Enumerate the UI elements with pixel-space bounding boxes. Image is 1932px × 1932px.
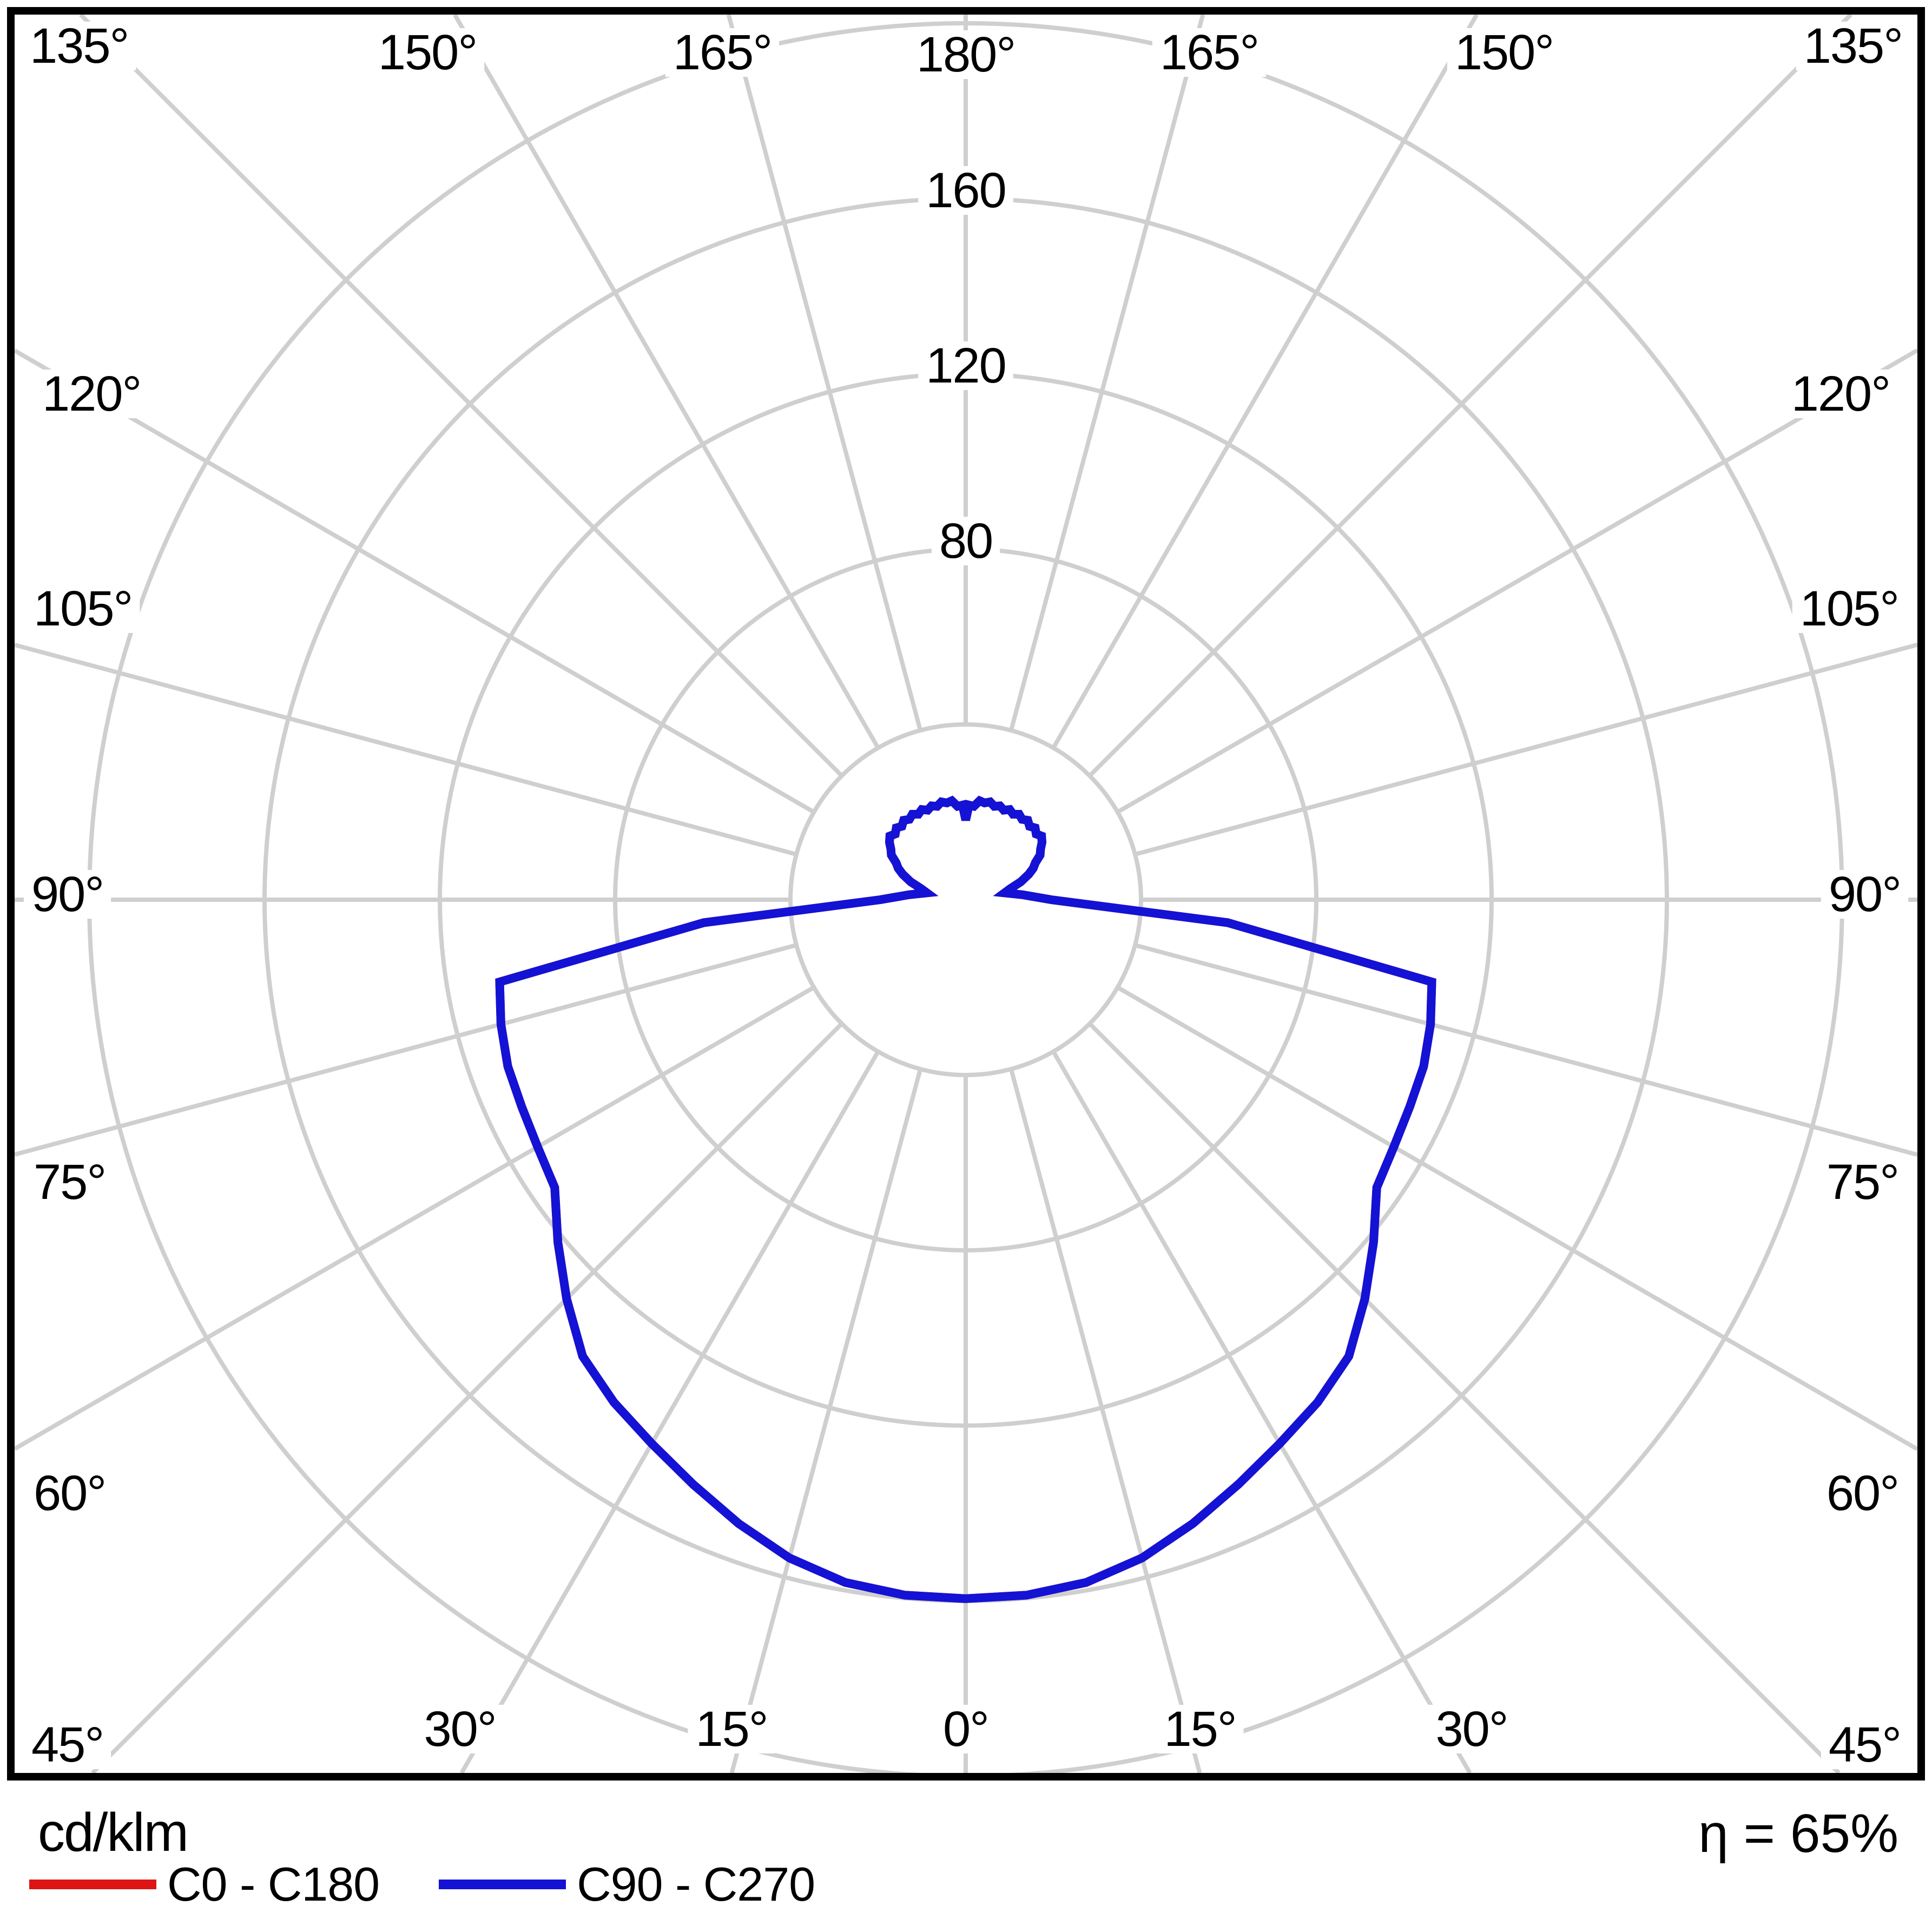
legend-item-c0-c180: C0 - C180 xyxy=(29,1857,380,1912)
angle-label-165: 165° xyxy=(673,25,772,80)
spoke-210 xyxy=(1051,15,1479,749)
angle-label-120: 120° xyxy=(42,366,141,421)
ring-label-80-bg xyxy=(931,517,1000,565)
angle-label-0-bg xyxy=(935,1705,996,1753)
radial-ring-40 xyxy=(788,722,1143,1077)
spoke-345 xyxy=(1008,1068,1202,1773)
axis-labels: 80 120 160 0° 15° 15° 30° 30° 45° 45° 60° 60° 75° 75°… xyxy=(22,18,1910,1772)
angle-label-90-bg xyxy=(24,870,111,919)
c0-c180-line-swatch xyxy=(29,1880,156,1889)
spoke-75 xyxy=(15,942,797,1157)
spoke-255 xyxy=(1134,642,1917,857)
angle-label-30: 30° xyxy=(424,1702,496,1757)
legend-label-c0-c180: C0 - C180 xyxy=(167,1857,380,1911)
angle-label-30-bg xyxy=(416,1705,504,1753)
angle-label-150-bg xyxy=(1447,28,1561,77)
spoke-195 xyxy=(1008,15,1205,731)
angle-label-180: 180° xyxy=(916,27,1015,82)
spoke-165 xyxy=(726,15,923,731)
angle-label-15: 15° xyxy=(695,1702,767,1757)
spoke-15 xyxy=(729,1068,923,1773)
angle-label-90: 90° xyxy=(31,867,103,922)
angle-label-0: 0° xyxy=(943,1702,988,1757)
angle-label-75: 75° xyxy=(1827,1155,1898,1210)
angle-label-45: 45° xyxy=(31,1717,103,1772)
angle-label-105: 105° xyxy=(34,581,132,636)
ring-label-120: 120 xyxy=(926,338,1006,393)
angle-label-135-bg xyxy=(1796,22,1910,70)
spoke-45 xyxy=(91,1022,843,1773)
curve-c90-c270 xyxy=(495,795,1436,1603)
angle-label-15: 15° xyxy=(1164,1702,1236,1757)
angle-label-120-bg xyxy=(35,370,149,418)
ring-label-80: 80 xyxy=(939,513,992,569)
spoke-240 xyxy=(1116,348,1917,814)
angle-label-135-bg xyxy=(22,22,136,70)
angle-label-90-bg xyxy=(1821,870,1908,919)
spoke-315 xyxy=(1088,1022,1841,1773)
angle-label-60: 60° xyxy=(1827,1466,1898,1521)
legend-item-c90-c270: C90 - C270 xyxy=(439,1857,815,1912)
legend: C0 - C180 C90 - C270 xyxy=(29,1857,1328,1912)
ring-label-120-bg xyxy=(918,341,1013,390)
angle-label-75: 75° xyxy=(34,1155,105,1210)
spoke-30 xyxy=(459,1050,880,1773)
spoke-135 xyxy=(79,15,843,777)
spoke-300 xyxy=(1116,985,1917,1452)
efficiency-label: η = 65% xyxy=(1698,1803,1898,1864)
angle-label-60-bg xyxy=(26,1469,114,1518)
angle-label-30: 30° xyxy=(1435,1702,1507,1757)
angle-label-105-bg xyxy=(26,584,140,633)
angle-label-75-bg xyxy=(26,1158,114,1206)
angle-label-45-bg xyxy=(1821,1720,1908,1769)
angle-label-150: 150° xyxy=(378,25,477,80)
angle-label-150: 150° xyxy=(1455,25,1553,80)
spoke-120 xyxy=(15,348,815,814)
angle-label-75-bg xyxy=(1818,1158,1906,1206)
spoke-225 xyxy=(1088,15,1852,777)
angle-label-45-bg xyxy=(24,1720,111,1769)
angle-label-120: 120° xyxy=(1791,366,1890,421)
c90-c270-line-swatch xyxy=(439,1880,566,1889)
polar-grid xyxy=(15,15,1917,1773)
angle-label-60-bg xyxy=(1818,1469,1906,1518)
angle-label-165: 165° xyxy=(1160,25,1258,80)
angle-label-150-bg xyxy=(370,28,485,77)
spoke-330 xyxy=(1051,1050,1472,1773)
angle-label-180-bg xyxy=(908,30,1023,79)
angle-label-135: 135° xyxy=(30,18,128,74)
curves xyxy=(495,795,1436,1603)
angle-label-105: 105° xyxy=(1800,581,1898,636)
angle-label-120-bg xyxy=(1783,370,1897,418)
legend-label-c90-c270: C90 - C270 xyxy=(577,1857,815,1911)
angle-label-105-bg xyxy=(1792,584,1906,633)
ring-label-160: 160 xyxy=(926,163,1006,218)
angle-label-90: 90° xyxy=(1829,867,1901,922)
ring-label-160-bg xyxy=(918,166,1013,215)
angle-label-165-bg xyxy=(665,28,780,77)
spoke-150 xyxy=(452,15,880,749)
angle-label-165-bg xyxy=(1152,28,1267,77)
angle-label-135: 135° xyxy=(1804,18,1902,74)
angle-label-15-bg xyxy=(688,1705,775,1753)
angle-label-60: 60° xyxy=(34,1466,105,1521)
spoke-285 xyxy=(1134,942,1917,1157)
angle-label-15-bg xyxy=(1156,1705,1244,1753)
angle-label-30-bg xyxy=(1428,1705,1515,1753)
spoke-105 xyxy=(15,643,797,857)
angle-label-45: 45° xyxy=(1829,1717,1901,1772)
spoke-60 xyxy=(15,985,815,1451)
unit-label: cd/klm xyxy=(38,1802,189,1863)
chart-frame xyxy=(7,7,1925,1781)
